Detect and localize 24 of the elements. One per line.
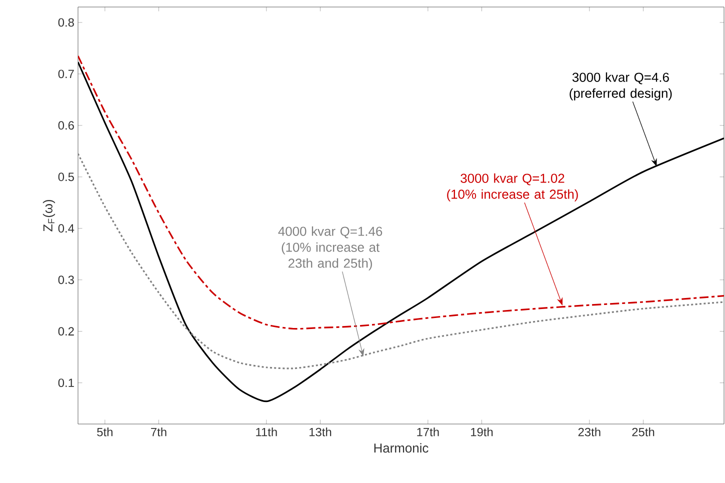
- x-tick-label: 7th: [151, 428, 166, 436]
- y-tick-label: 0.6: [58, 121, 74, 130]
- y-tick-label: 0.8: [58, 18, 74, 27]
- y-tick-label: 0.2: [58, 327, 74, 336]
- line-series: [78, 152, 724, 370]
- x-tick-label: 23th: [578, 428, 600, 436]
- x-tick-label: 25th: [632, 428, 654, 436]
- line-series: [78, 61, 724, 402]
- x-tick-label: 5th: [97, 428, 112, 436]
- y-tick-label: 0.4: [58, 224, 74, 233]
- line-series: [78, 55, 724, 330]
- x-tick-label: 11th: [256, 428, 277, 436]
- y-tick-label: 0.3: [58, 276, 74, 284]
- x-tick-label: 13th: [310, 428, 332, 436]
- x-axis-title: Harmonic: [374, 443, 428, 453]
- x-tick-label: 19th: [471, 428, 493, 436]
- y-axis-title: Z$_{F}$(ω): [42, 200, 56, 232]
- annotation: 3000 kvar Q=4.6 (preferred design): [570, 72, 672, 100]
- y-tick-label: 0.7: [58, 70, 74, 78]
- annotation: 4000 kvar Q=1.46 (10% increase at 23th and 25th): [278, 226, 382, 270]
- y-tick-label: 0.5: [58, 172, 74, 182]
- annotation: 3000 kvar Q=1.02 (10% increase at 25th): [447, 173, 578, 202]
- y-tick-label: 0.1: [58, 378, 74, 388]
- x-tick-label: 17th: [417, 428, 439, 436]
